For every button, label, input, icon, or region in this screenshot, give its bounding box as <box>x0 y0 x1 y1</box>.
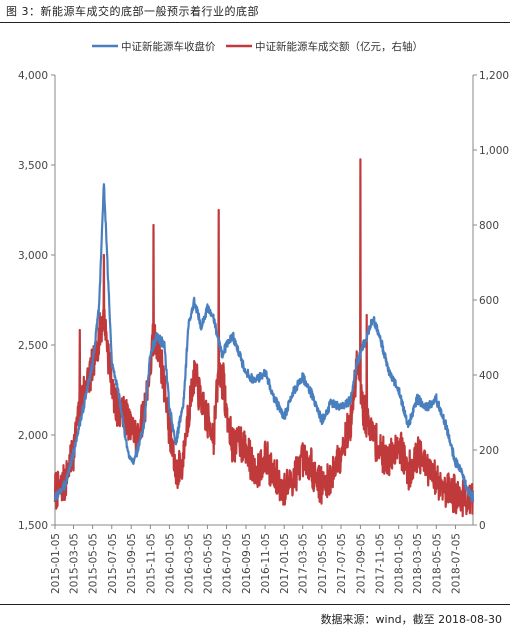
x-tick-label: 2017-05-05 <box>317 533 329 594</box>
top-rule <box>0 22 510 23</box>
x-tick-label: 2017-03-05 <box>298 533 310 594</box>
x-tick-label: 2017-07-05 <box>336 533 348 594</box>
x-tick-label: 2016-03-05 <box>183 533 195 594</box>
y-left-tick-label: 3,000 <box>18 250 48 262</box>
y-right-tick-label: 200 <box>479 445 499 457</box>
x-tick-label: 2016-07-05 <box>222 533 234 594</box>
chart-legend: 中证新能源车收盘价 中证新能源车成交额（亿元，右轴） <box>92 40 423 53</box>
x-tick-label: 2015-09-05 <box>126 533 138 594</box>
x-tick-label: 2015-05-05 <box>88 533 100 594</box>
chart-axes: 1,500 2,000 2,500 3,000 3,500 4,000 0 200 400 600… <box>18 70 509 594</box>
y-right-tick-label: 1,000 <box>479 145 509 157</box>
y-right-tick-label: 1,200 <box>479 70 509 82</box>
y-right-tick-label: 0 <box>479 520 486 532</box>
x-tick-label: 2017-11-05 <box>375 533 387 594</box>
y-left-tick-label: 1,500 <box>18 520 48 532</box>
bottom-rule <box>0 604 510 605</box>
x-tick-label: 2017-09-05 <box>355 533 367 594</box>
series-line-index <box>53 183 475 503</box>
y-left-tick-label: 2,000 <box>18 430 48 442</box>
chart-title: 图 3：新能源车成交的底部一般预示着行业的底部 <box>6 5 259 18</box>
source-note: 数据来源：wind，截至 2018-08-30 <box>320 613 502 626</box>
x-tick-label: 2015-11-05 <box>145 533 157 594</box>
legend-label-index: 中证新能源车收盘价 <box>121 40 216 53</box>
x-tick-label: 2015-03-05 <box>69 533 81 594</box>
x-tick-label: 2018-07-05 <box>450 533 462 594</box>
x-tick-label: 2018-01-05 <box>394 533 406 594</box>
x-tick-label: 2016-05-05 <box>202 533 214 594</box>
x-tick-label: 2018-03-05 <box>412 533 424 594</box>
x-tick-label: 2015-01-05 <box>50 533 62 594</box>
legend-label-turnover: 中证新能源车成交额（亿元，右轴） <box>255 40 423 53</box>
x-tick-label: 2016-11-05 <box>260 533 272 594</box>
x-tick-label: 2016-09-05 <box>241 533 253 594</box>
series-line-turnover <box>53 158 475 518</box>
y-left-tick-label: 2,500 <box>18 340 48 352</box>
x-tick-label: 2015-07-05 <box>107 533 119 594</box>
y-right-tick-label: 800 <box>479 220 499 232</box>
x-tick-label: 2016-01-05 <box>164 533 176 594</box>
y-right-tick-label: 400 <box>479 370 499 382</box>
plot-area <box>53 158 475 518</box>
y-left-tick-label: 3,500 <box>18 160 48 172</box>
y-left-tick-label: 4,000 <box>18 70 48 82</box>
line-chart: 中证新能源车收盘价 中证新能源车成交额（亿元，右轴） 1,500 2,000 2,5… <box>18 40 509 594</box>
y-right-tick-label: 600 <box>479 295 499 307</box>
x-tick-label: 2017-01-05 <box>279 533 291 594</box>
x-tick-label: 2018-05-05 <box>431 533 443 594</box>
